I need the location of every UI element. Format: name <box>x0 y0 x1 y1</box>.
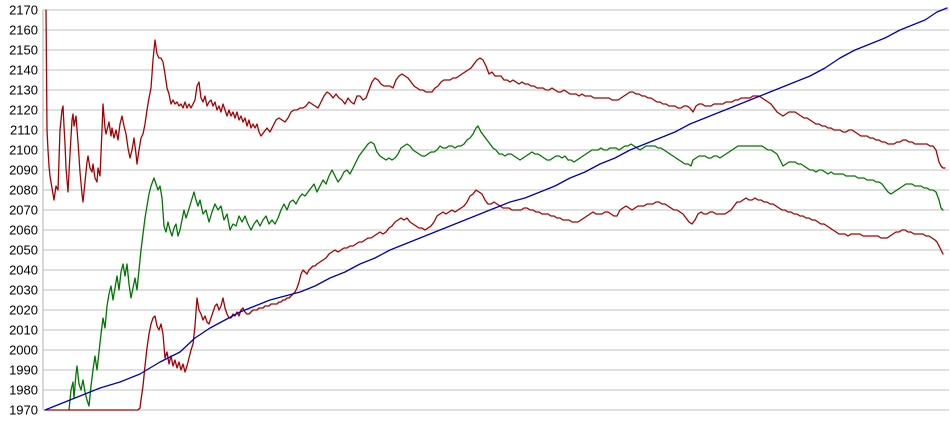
y-tick-label: 2120 <box>9 103 38 118</box>
y-tick-label: 2040 <box>9 263 38 278</box>
y-tick-label: 2010 <box>9 323 38 338</box>
y-tick-label: 1980 <box>9 383 38 398</box>
y-tick-label: 2000 <box>9 343 38 358</box>
y-tick-label: 2070 <box>9 203 38 218</box>
blue-trend-line <box>44 7 948 411</box>
y-tick-label: 2080 <box>9 183 38 198</box>
y-tick-label: 2020 <box>9 303 38 318</box>
y-tick-label: 2130 <box>9 83 38 98</box>
y-tick-label: 1990 <box>9 363 38 378</box>
y-tick-label: 2160 <box>9 23 38 38</box>
red-lower-band-line <box>45 189 944 411</box>
green-center-line <box>68 125 944 411</box>
y-tick-label: 2140 <box>9 63 38 78</box>
y-tick-label: 2030 <box>9 283 38 298</box>
y-tick-label: 2090 <box>9 163 38 178</box>
y-tick-label: 2110 <box>10 123 38 138</box>
y-tick-label: 2060 <box>9 223 38 238</box>
red-upper-band-line <box>45 9 946 203</box>
y-axis-tick-labels: 1970 1980 1990 2000 2010 2020 2030 2040 2050 2060… <box>9 3 38 418</box>
y-tick-label: 1970 <box>9 403 38 418</box>
y-tick-label: 2170 <box>9 3 38 18</box>
y-tick-label: 2150 <box>9 43 38 58</box>
y-tick-label: 2100 <box>9 143 38 158</box>
y-tick-label: 2050 <box>9 243 38 258</box>
series-lines <box>44 7 948 411</box>
gridlines <box>43 9 949 411</box>
